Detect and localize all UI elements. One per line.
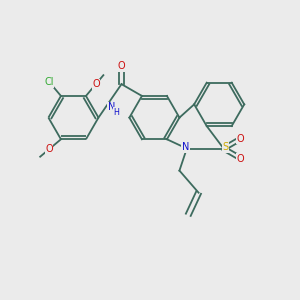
Text: H: H [113,108,119,117]
Text: N: N [108,102,115,112]
Text: N: N [182,142,189,152]
Text: O: O [237,154,244,164]
Text: O: O [237,134,244,143]
Text: O: O [45,144,53,154]
Text: Cl: Cl [44,77,54,87]
Text: O: O [118,61,125,71]
Text: O: O [92,79,100,89]
Text: S: S [222,142,228,152]
